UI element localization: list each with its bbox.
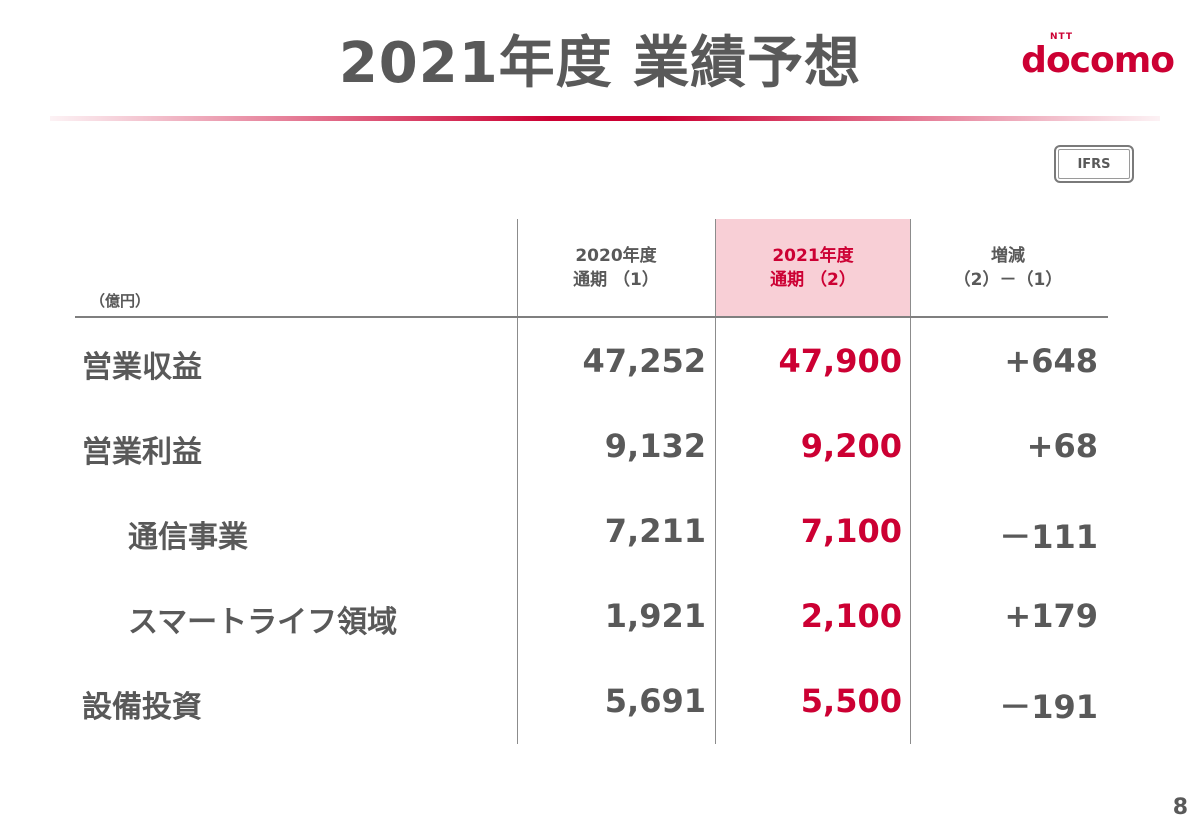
column-header-diff-line1: 増減 bbox=[991, 246, 1025, 266]
column-header-diff: 増減 （2）－（1） bbox=[911, 244, 1105, 292]
ifrs-badge: IFRS bbox=[1054, 145, 1134, 183]
title-divider bbox=[50, 116, 1160, 121]
row-label: 設備投資 bbox=[82, 690, 202, 725]
logo-brand-text: docomo bbox=[1021, 40, 1175, 81]
column-header-2021-line1: 2021年度 bbox=[772, 246, 854, 266]
unit-label: （億円） bbox=[90, 292, 151, 310]
value-2020: 7,211 bbox=[604, 512, 706, 550]
column-header-2021: 2021年度 通期 （2） bbox=[716, 244, 910, 292]
table-row-revenue: 営業収益 47,252 47,900 +648 bbox=[0, 342, 1200, 402]
value-2021: 7,100 bbox=[800, 512, 902, 550]
table-row-telecom: 通信事業 7,211 7,100 －111 bbox=[0, 512, 1200, 572]
column-header-2021-line2: 通期 （2） bbox=[770, 270, 856, 290]
value-2021: 47,900 bbox=[778, 342, 902, 380]
value-2020: 5,691 bbox=[604, 682, 706, 720]
row-label: 通信事業 bbox=[128, 520, 248, 555]
column-header-2020-line1: 2020年度 bbox=[575, 246, 657, 266]
docomo-logo: NTT docomo bbox=[1021, 32, 1175, 81]
row-label: 営業収益 bbox=[82, 350, 202, 385]
value-diff: －111 bbox=[999, 518, 1098, 556]
value-diff: －191 bbox=[999, 688, 1098, 726]
table-row-smart-life: スマートライフ領域 1,921 2,100 +179 bbox=[0, 597, 1200, 657]
header-divider bbox=[75, 316, 1108, 318]
row-label: 営業利益 bbox=[82, 435, 202, 470]
column-header-2020-line2: 通期 （1） bbox=[573, 270, 659, 290]
column-header-2020: 2020年度 通期 （1） bbox=[519, 244, 713, 292]
value-2020: 9,132 bbox=[604, 427, 706, 465]
table-row-operating-income: 営業利益 9,132 9,200 +68 bbox=[0, 427, 1200, 487]
value-2021: 2,100 bbox=[800, 597, 902, 635]
highlight-column-header-bg bbox=[716, 219, 910, 317]
value-2021: 5,500 bbox=[800, 682, 902, 720]
value-diff: +648 bbox=[1004, 342, 1098, 380]
column-divider-2 bbox=[715, 219, 716, 744]
column-divider-1 bbox=[517, 219, 518, 744]
table-row-capex: 設備投資 5,691 5,500 －191 bbox=[0, 682, 1200, 742]
value-2020: 47,252 bbox=[582, 342, 706, 380]
page-title: 2021年度 業績予想 bbox=[338, 31, 862, 96]
row-label: スマートライフ領域 bbox=[128, 605, 398, 640]
column-header-diff-line2: （2）－（1） bbox=[953, 270, 1063, 290]
logo-ntt-text: NTT bbox=[1049, 32, 1073, 42]
value-diff: +68 bbox=[1026, 427, 1098, 465]
value-2020: 1,921 bbox=[604, 597, 706, 635]
column-divider-3 bbox=[910, 219, 911, 744]
page-number: 8 bbox=[1172, 795, 1188, 820]
value-diff: +179 bbox=[1004, 597, 1098, 635]
value-2021: 9,200 bbox=[800, 427, 902, 465]
